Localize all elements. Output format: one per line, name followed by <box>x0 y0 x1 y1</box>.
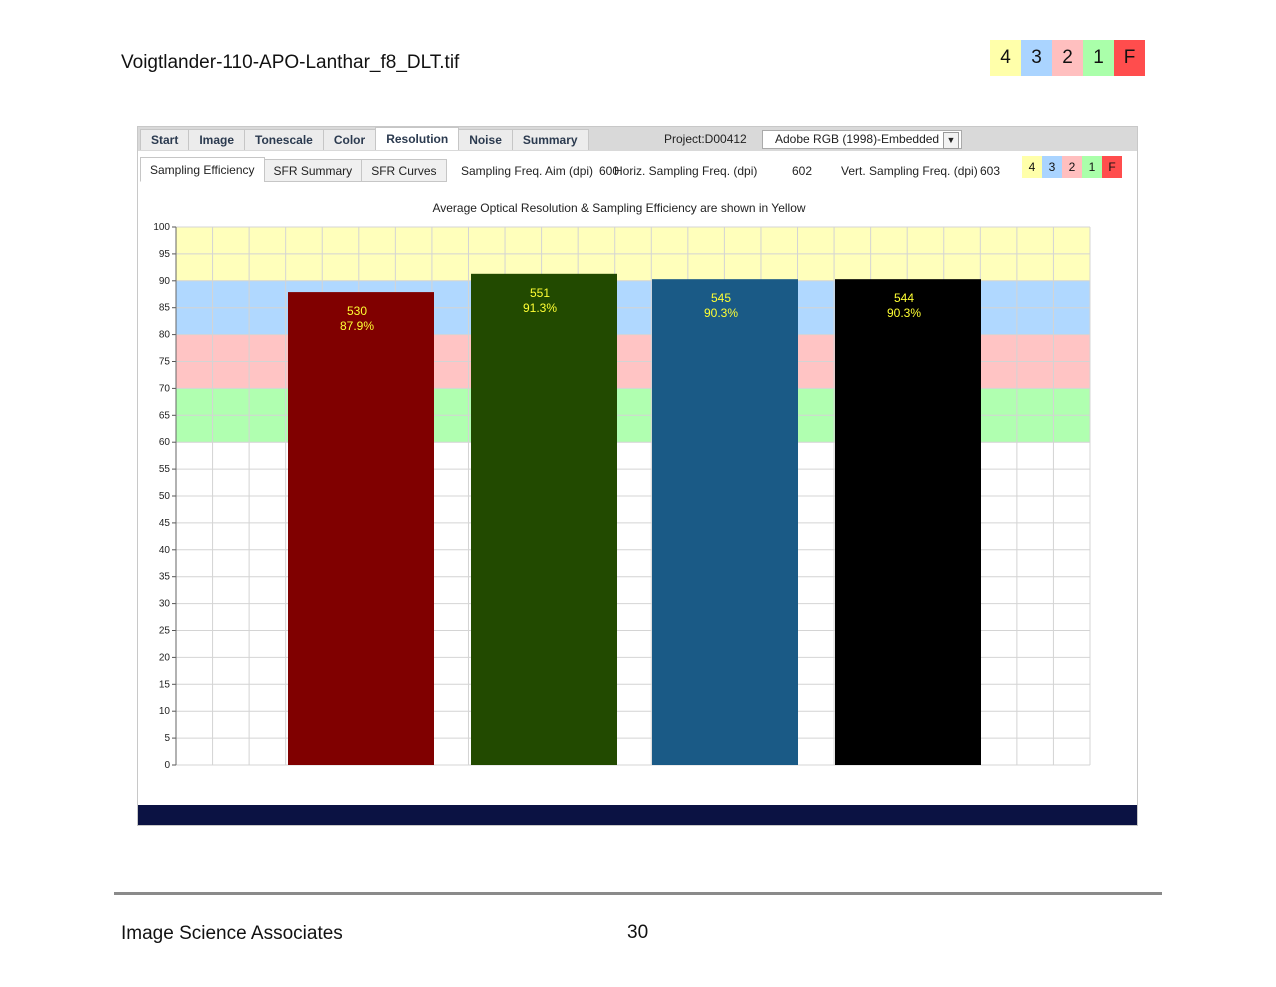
y-tick-label: 30 <box>159 599 171 610</box>
chart-title: Average Optical Resolution & Sampling Ef… <box>432 201 805 215</box>
subtab-sampling-efficiency[interactable]: Sampling Efficiency <box>140 157 265 182</box>
y-tick-label: 5 <box>164 733 170 744</box>
grade-3-small-badge: 3 <box>1042 156 1062 178</box>
grade-1-badge: 1 <box>1083 40 1114 76</box>
y-tick-label: 10 <box>159 706 171 717</box>
y-tick-label: 20 <box>159 652 171 663</box>
grade-f-badge: F <box>1114 40 1145 76</box>
bar-efficiency-label: 90.3% <box>887 306 921 320</box>
status-bar <box>138 805 1137 825</box>
y-tick-label: 60 <box>159 437 171 448</box>
color-space-select[interactable]: Adobe RGB (1998)-Embedded ▼ <box>762 130 962 149</box>
bar-resolution-label: 544 <box>894 291 914 305</box>
sub-tabs: Sampling Efficiency SFR Summary SFR Curv… <box>140 157 447 182</box>
main-tabs: Start Image Tonescale Color Resolution N… <box>140 127 589 150</box>
y-tick-label: 0 <box>164 760 170 771</box>
subtab-sfr-summary[interactable]: SFR Summary <box>263 159 363 182</box>
y-tick-label: 55 <box>159 464 171 475</box>
vert-freq-value: 603 <box>980 164 1001 178</box>
grade-1-small-badge: 1 <box>1082 156 1102 178</box>
main-tab-bar: Start Image Tonescale Color Resolution N… <box>138 127 1137 151</box>
grade-4-badge: 4 <box>990 40 1021 76</box>
y-tick-label: 80 <box>159 330 171 341</box>
bar-resolution-label: 551 <box>530 286 550 300</box>
grade-legend: 4 3 2 1 F <box>990 40 1145 76</box>
y-tick-label: 100 <box>153 222 170 233</box>
y-tick-label: 65 <box>159 410 171 421</box>
bar-resolution-label: 545 <box>711 291 731 305</box>
page-number: 30 <box>627 922 649 943</box>
app-window: Start Image Tonescale Color Resolution N… <box>137 126 1138 826</box>
aim-freq-value: 600 <box>599 164 620 178</box>
bar-2 <box>471 273 617 765</box>
bar-resolution-label: 530 <box>347 304 367 318</box>
horiz-freq-value: 602 <box>792 164 813 178</box>
grade-2-small-badge: 2 <box>1062 156 1082 178</box>
grade-legend-small: 4 3 2 1 F <box>1022 156 1122 178</box>
tab-image[interactable]: Image <box>188 129 246 150</box>
y-tick-label: 25 <box>159 626 171 637</box>
tab-resolution[interactable]: Resolution <box>375 127 460 150</box>
tab-summary[interactable]: Summary <box>511 129 589 150</box>
footer-divider <box>114 892 1162 895</box>
y-tick-label: 95 <box>159 249 171 260</box>
grade-2-badge: 2 <box>1052 40 1083 76</box>
bar-efficiency-label: 87.9% <box>340 319 374 333</box>
vert-freq-label: Vert. Sampling Freq. (dpi) <box>841 164 978 178</box>
horiz-freq-label: Horiz. Sampling Freq. (dpi) <box>614 164 758 178</box>
sampling-efficiency-chart: 0 5 10 15 20 25 30 35 40 45 50 55 60 65 70 75 80 85 90 95 10… <box>153 201 1091 771</box>
footer-company: Image Science Associates <box>121 923 343 944</box>
bar-1 <box>288 292 434 765</box>
y-tick-label: 70 <box>159 383 171 394</box>
y-tick-label: 15 <box>159 679 171 690</box>
grade-4-small-badge: 4 <box>1022 156 1042 178</box>
y-tick-label: 50 <box>159 491 171 502</box>
bar-4 <box>835 279 981 765</box>
bar-efficiency-label: 90.3% <box>704 306 738 320</box>
y-tick-label: 35 <box>159 572 171 583</box>
project-label: Project:D00412 <box>664 132 747 146</box>
y-tick-label: 75 <box>159 357 171 368</box>
y-tick-label: 85 <box>159 303 171 314</box>
document-title: Voigtlander-110-APO-Lanthar_f8_DLT.tif <box>121 52 460 73</box>
bar-efficiency-label: 91.3% <box>523 301 557 315</box>
bar-3 <box>652 279 798 765</box>
subtab-sfr-curves[interactable]: SFR Curves <box>361 159 447 182</box>
y-tick-label: 40 <box>159 545 171 556</box>
tab-noise[interactable]: Noise <box>458 129 513 150</box>
grade-f-small-badge: F <box>1102 156 1122 178</box>
y-tick-label: 45 <box>159 518 171 529</box>
grade-3-badge: 3 <box>1021 40 1052 76</box>
aim-freq-label: Sampling Freq. Aim (dpi) <box>461 164 594 178</box>
color-space-value: Adobe RGB (1998)-Embedded <box>775 132 940 146</box>
chevron-down-icon[interactable]: ▼ <box>943 132 959 149</box>
y-tick-label: 90 <box>159 276 171 287</box>
